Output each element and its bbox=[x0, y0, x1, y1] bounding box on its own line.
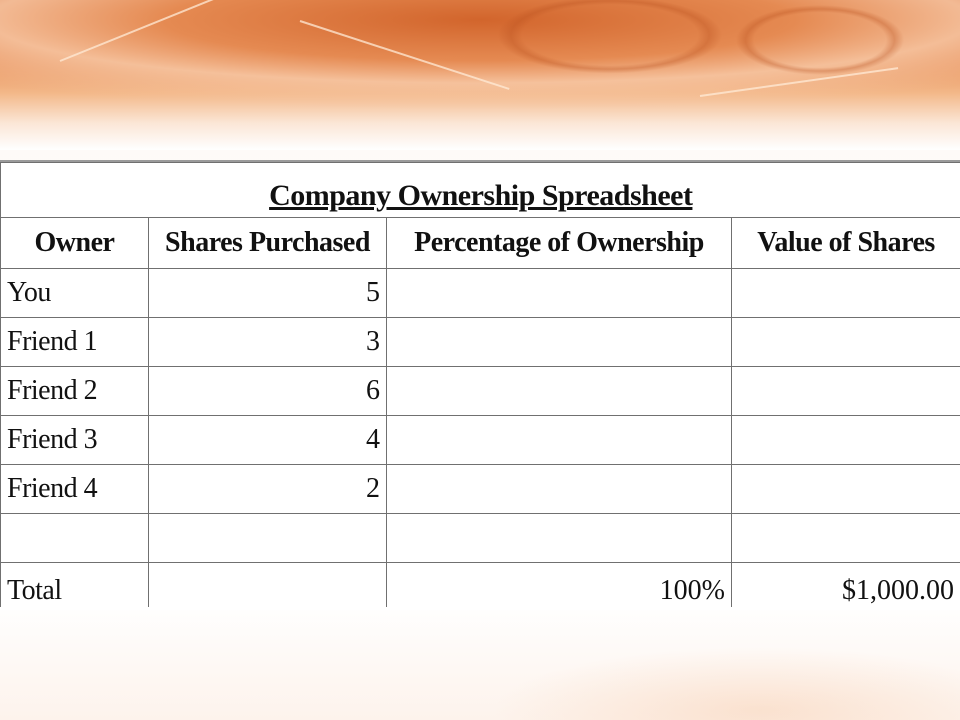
total-shares-cell[interactable] bbox=[148, 562, 387, 607]
percentage-cell[interactable] bbox=[386, 268, 732, 318]
table-row: Friend 3 4 bbox=[0, 415, 960, 465]
value-cell[interactable] bbox=[730, 268, 960, 318]
total-row: Total 100% $1,000.00 bbox=[0, 562, 960, 607]
percentage-cell[interactable] bbox=[386, 366, 732, 416]
title-cell[interactable]: Company Ownership Spreadsheet bbox=[0, 162, 960, 218]
percentage-cell[interactable] bbox=[386, 513, 732, 563]
decorative-footer bbox=[0, 600, 960, 720]
table-row-empty bbox=[0, 513, 960, 563]
value-cell[interactable] bbox=[730, 366, 960, 416]
percentage-cell[interactable] bbox=[386, 464, 732, 514]
shares-cell[interactable]: 2 bbox=[148, 464, 387, 514]
shares-cell[interactable]: 4 bbox=[148, 415, 387, 465]
total-value-cell[interactable]: $1,000.00 bbox=[730, 562, 960, 607]
owner-cell[interactable]: Friend 2 bbox=[0, 366, 149, 416]
owner-cell[interactable]: Friend 4 bbox=[0, 464, 149, 514]
owner-cell[interactable]: Friend 3 bbox=[0, 415, 149, 465]
total-label-cell[interactable]: Total bbox=[0, 562, 149, 607]
percentage-cell[interactable] bbox=[386, 317, 732, 367]
owner-cell[interactable]: Friend 1 bbox=[0, 317, 149, 367]
value-cell[interactable] bbox=[730, 464, 960, 514]
header-percentage-of-ownership[interactable]: Percentage of Ownership bbox=[386, 217, 732, 269]
total-percentage-cell[interactable]: 100% bbox=[386, 562, 732, 607]
banner-line bbox=[699, 67, 899, 97]
value-cell[interactable] bbox=[730, 415, 960, 465]
shares-cell[interactable] bbox=[148, 513, 387, 563]
ownership-spreadsheet: Company Ownership Spreadsheet Owner Shar… bbox=[0, 160, 960, 610]
title-row: Company Ownership Spreadsheet bbox=[0, 162, 960, 218]
shares-cell[interactable]: 6 bbox=[148, 366, 387, 416]
decorative-banner bbox=[0, 0, 960, 150]
header-owner[interactable]: Owner bbox=[0, 217, 149, 269]
owner-cell[interactable] bbox=[0, 513, 149, 563]
banner-line bbox=[299, 20, 510, 90]
header-value-of-shares[interactable]: Value of Shares bbox=[730, 217, 960, 269]
table-row: Friend 2 6 bbox=[0, 366, 960, 416]
header-shares-purchased[interactable]: Shares Purchased bbox=[148, 217, 387, 269]
owner-cell[interactable]: You bbox=[0, 268, 149, 318]
percentage-cell[interactable] bbox=[386, 415, 732, 465]
shares-cell[interactable]: 3 bbox=[148, 317, 387, 367]
table-row: Friend 4 2 bbox=[0, 464, 960, 514]
banner-line bbox=[59, 0, 302, 62]
spreadsheet-title: Company Ownership Spreadsheet bbox=[269, 179, 693, 212]
table-row: You 5 bbox=[0, 268, 960, 318]
value-cell[interactable] bbox=[730, 317, 960, 367]
value-cell[interactable] bbox=[730, 513, 960, 563]
ownership-table: Company Ownership Spreadsheet Owner Shar… bbox=[0, 162, 960, 607]
header-row: Owner Shares Purchased Percentage of Own… bbox=[0, 217, 960, 269]
shares-cell[interactable]: 5 bbox=[148, 268, 387, 318]
table-row: Friend 1 3 bbox=[0, 317, 960, 367]
